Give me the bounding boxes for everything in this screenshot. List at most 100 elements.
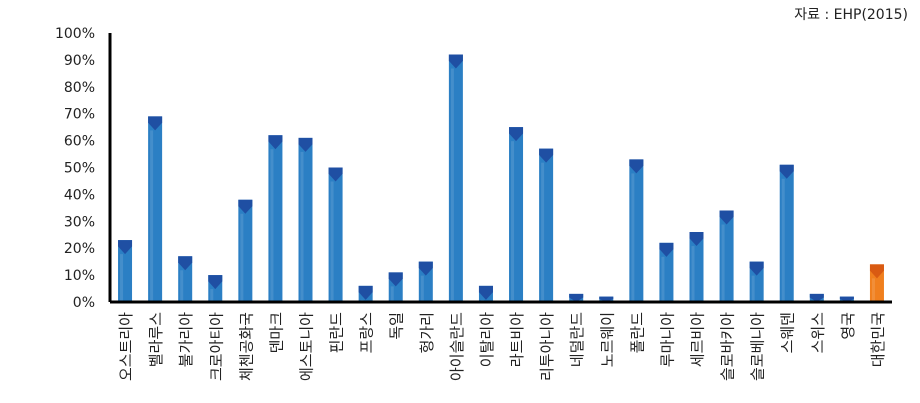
x-tick-label: 폴란드 [628,312,646,354]
bar-6 [268,135,283,302]
bar-cap [268,135,283,150]
bar-23 [779,164,794,302]
bar-rect [629,159,644,302]
bar-shine [150,130,154,302]
bar-rect [448,54,463,302]
bar-shine [781,178,785,302]
bar-cap [539,148,554,163]
bar-shine [631,173,635,302]
y-tick-label: 90% [64,53,95,69]
source-note: 자료 : EHP(2015) [794,7,908,23]
bar-shine [210,289,214,302]
bar-cap [869,264,884,279]
x-tick-label: 영국 [839,312,857,340]
bar-shine [721,224,725,302]
bar-shine [871,278,875,302]
x-tick-label: 헝가리 [418,312,436,353]
bar-rect [328,167,343,302]
y-tick-label: 40% [64,187,95,203]
bar-22 [749,261,764,302]
bar-9 [358,285,373,302]
bar-shine [511,141,515,302]
bar-rect [539,148,554,302]
x-tick-label: 불가리아 [177,312,195,367]
bar-shine [541,162,545,302]
bar-cap [298,137,313,152]
y-tick-label: 0% [73,295,95,311]
x-tick-label: 벨라루스 [147,312,165,367]
bar-rect [298,137,313,302]
bar-7 [298,137,313,302]
bar-10 [388,272,403,302]
bar-rect [659,242,674,302]
y-tick-label: 80% [64,80,95,96]
bar-cap [659,242,674,257]
bar-2 [148,116,163,302]
x-tick-label: 네덜란드 [568,312,586,367]
bar-shine [661,256,665,302]
bar-cap [809,293,824,302]
x-tick-label: 아이슬란드 [448,312,466,381]
y-tick-label: 20% [64,241,95,257]
x-axis-labels: 오스트리아 벨라루스 불가리아 크로아티아 체첸공화국 덴마크 에스토니아 핀란드 프랑스 독일 헝… [117,312,887,381]
bar-13 [478,285,493,302]
y-tick-label: 30% [64,214,95,230]
bar-rect [779,164,794,302]
bar-shine [390,286,394,302]
y-tick-label: 70% [64,107,95,123]
x-tick-label: 오스트리아 [117,312,135,381]
bar-25 [839,296,854,302]
bar-21 [719,210,734,302]
x-tick-label: 독일 [388,312,406,340]
x-tick-label: 대한민국 [869,312,887,367]
bar-cap [148,116,163,131]
bar-cap [448,54,463,69]
bar-cap [418,261,433,276]
x-tick-label: 덴마크 [267,312,285,353]
bar-shine [450,68,454,303]
bar-shine [270,149,274,302]
bar-cap [118,240,133,255]
bar-14 [509,127,524,303]
bar-1 [118,240,133,302]
bar-cap [238,199,253,214]
bar-cap [779,164,794,179]
x-tick-label: 리투아니아 [538,312,556,381]
bar-cap [749,261,764,276]
bar-shine [691,246,695,302]
x-tick-label: 크로아티아 [207,312,225,381]
x-tick-label: 노르웨이 [598,312,616,367]
bar-cap [569,293,584,302]
bar-cap [509,127,524,142]
bar-3 [178,256,193,302]
bar-rect [118,240,133,302]
y-tick-label: 50% [64,161,95,177]
bar-shine [420,275,424,302]
bar-rect [148,116,163,302]
y-tick-label: 60% [64,134,95,150]
x-tick-label: 이탈리아 [478,312,496,367]
bar-cap [388,272,403,287]
bar-shine [180,270,184,302]
x-tick-label: 세르비아 [689,312,707,367]
bar-cap [208,275,223,290]
bar-cap [689,232,704,247]
bar-4 [208,275,223,302]
y-tick-label: 10% [64,268,95,284]
bar-8 [328,167,343,302]
x-tick-label: 에스토니아 [298,312,316,381]
bar-rect [509,127,524,303]
bar-26 [869,264,884,302]
bar-24 [809,293,824,302]
bar-rect [268,135,283,302]
bar-19 [659,242,674,302]
bar-cap [328,167,343,182]
bar-cap [839,296,854,302]
x-tick-label: 스웨덴 [779,312,797,353]
y-tick-label: 100% [55,26,95,42]
bar-18 [629,159,644,302]
bar-rect [689,232,704,302]
x-tick-label: 슬로바키아 [719,312,737,381]
bar-16 [569,293,584,302]
